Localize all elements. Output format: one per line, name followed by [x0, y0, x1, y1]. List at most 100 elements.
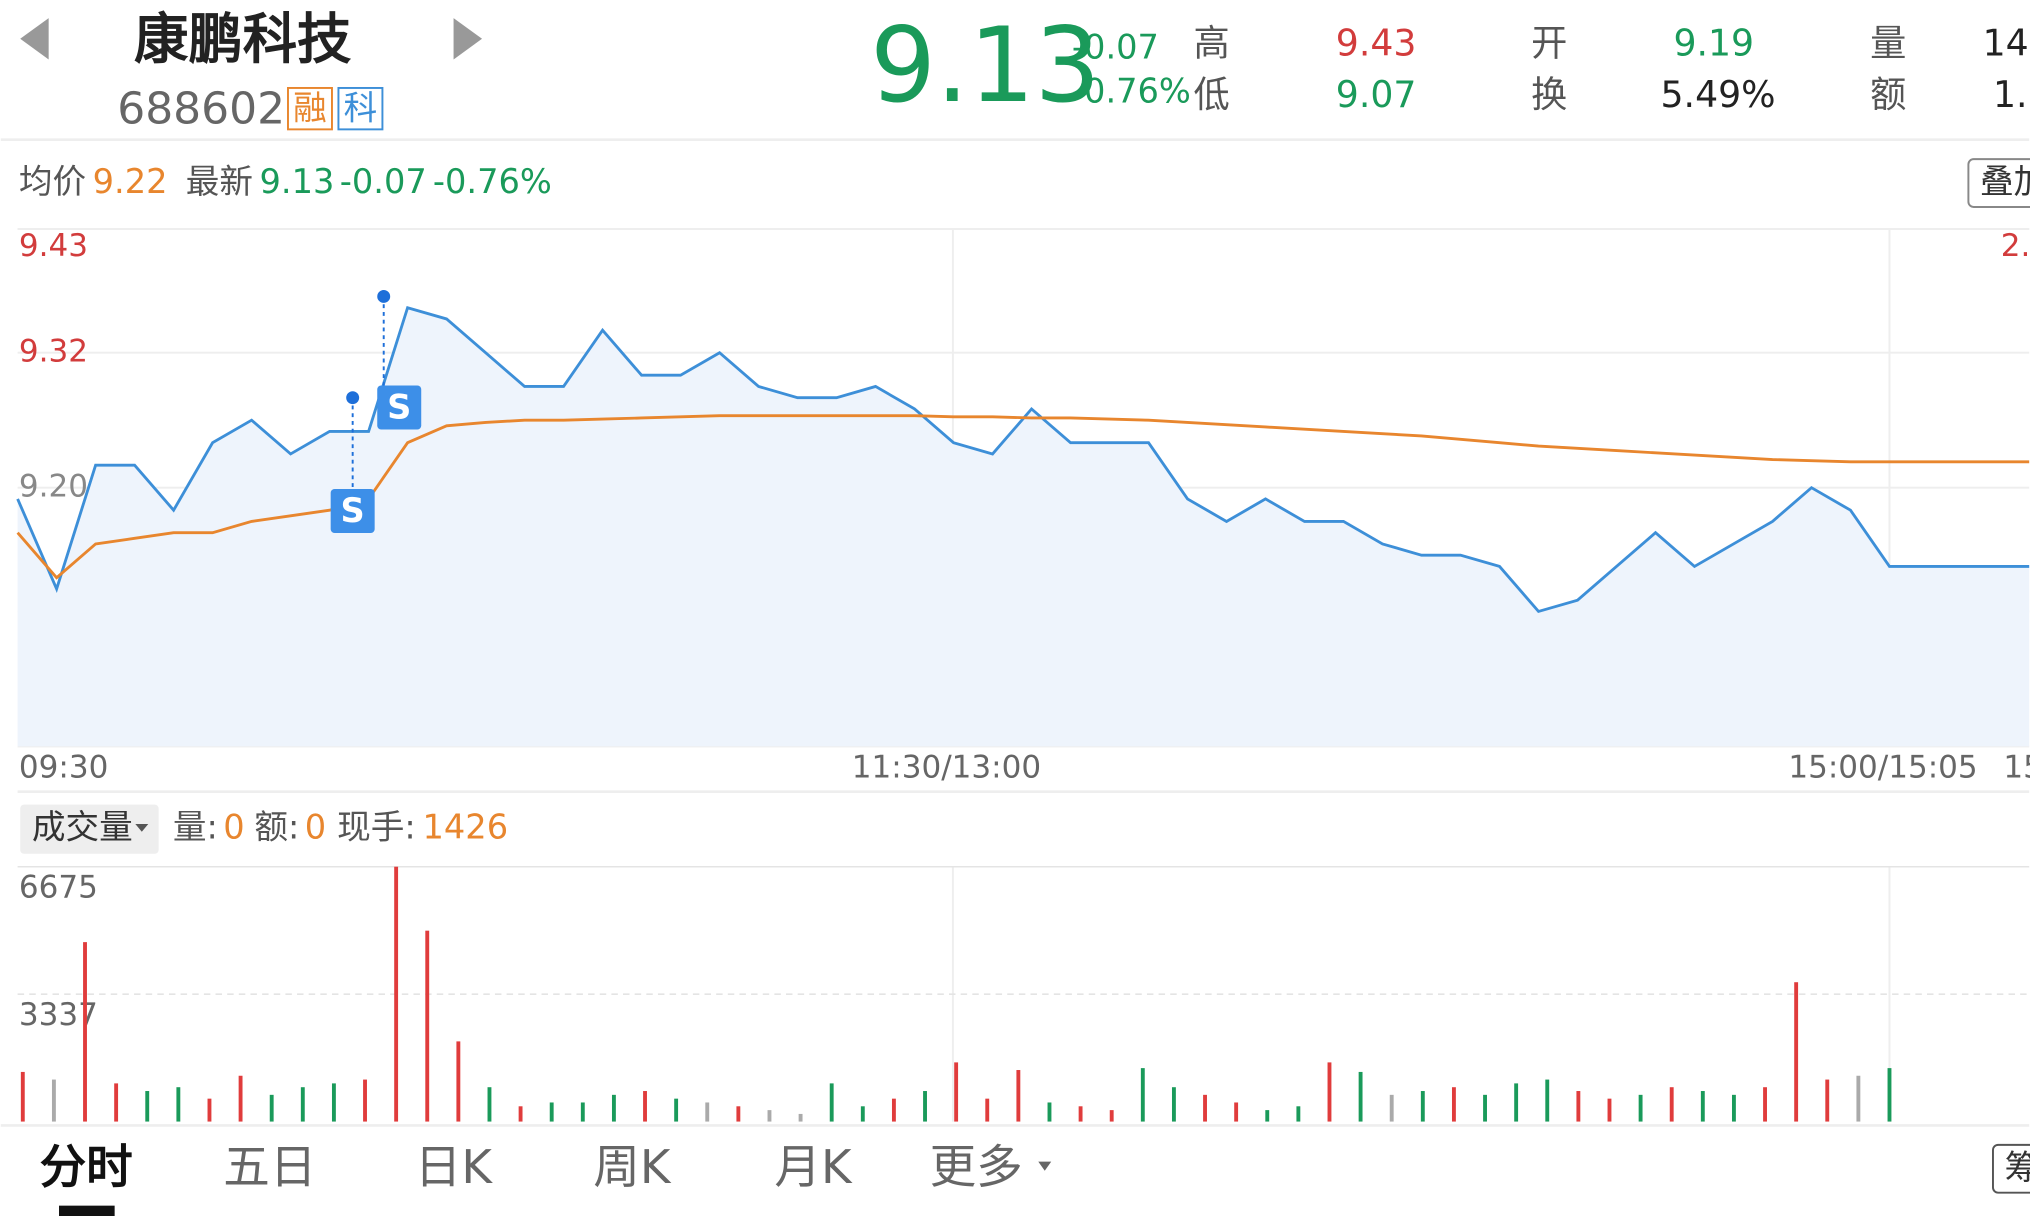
volume-bar	[643, 1091, 647, 1122]
badge-box	[287, 86, 333, 131]
price-line	[16, 305, 2030, 614]
price-area	[17, 307, 2030, 747]
y-tick-label: 6675	[19, 870, 98, 906]
tab[interactable]: 日K	[415, 1140, 494, 1194]
change-pct: -0.76%	[1072, 72, 1191, 111]
volume-bar	[518, 1106, 523, 1122]
dropdown-caret	[1038, 1161, 1052, 1171]
volume-bar	[1887, 1068, 1892, 1122]
volume-bar	[51, 1079, 56, 1122]
volume-bar	[705, 1102, 710, 1122]
volume-bar	[1327, 1062, 1332, 1122]
y2-tick-label: 2.	[2001, 228, 2030, 264]
annotation-dot	[346, 391, 360, 405]
volume-bar	[1545, 1079, 1550, 1122]
field-label: 现手:	[337, 808, 416, 847]
avg-value: 9.22	[93, 162, 168, 201]
volume-bar	[363, 1079, 367, 1122]
stock-code: 688602	[117, 83, 285, 134]
stat-label: 高	[1194, 21, 1230, 64]
volume-selector[interactable]	[20, 804, 159, 854]
badge: 融	[293, 88, 327, 127]
stats: 高 9.43 低 9.07 开 9.19 换 5.49% 量 14 额 1.3	[1194, 21, 2030, 116]
volume-bar	[954, 1062, 959, 1122]
volume-bar	[1234, 1102, 1239, 1122]
volume-bar	[114, 1083, 119, 1122]
tabs: 分时 五日 日K 周K 月K 更多	[40, 1140, 1023, 1194]
volume-bar	[1389, 1094, 1394, 1122]
stat-value: 5.49%	[1661, 73, 1776, 116]
volume-fields: 量: 0 额: 0 现手: 1426	[173, 808, 508, 847]
volume-bar	[207, 1098, 212, 1122]
tab[interactable]: 分时	[40, 1140, 133, 1194]
volume-bar	[798, 1113, 803, 1122]
volume-bar	[1358, 1071, 1363, 1122]
side-button[interactable]	[1992, 1143, 2030, 1194]
x-tick-label: 09:30	[19, 749, 108, 785]
next-arrow[interactable]	[453, 18, 483, 60]
field-value: 0	[223, 808, 244, 847]
volume-bar	[860, 1106, 865, 1122]
volume-bar	[1638, 1094, 1643, 1122]
volume-bar	[20, 1071, 25, 1122]
x-tick-label: 15	[2003, 749, 2030, 785]
x-tick-label: 15:00/15:05	[1788, 749, 1977, 785]
volume-bar	[1763, 1087, 1767, 1122]
volume-bar	[829, 1083, 834, 1122]
volume-bar	[1607, 1098, 1612, 1122]
volume-bar	[549, 1102, 554, 1122]
stat-value: 9.43	[1336, 21, 1417, 64]
stock-name: 康鹏科技	[134, 8, 352, 71]
overlay-label: 叠加	[1980, 162, 2030, 201]
stat-value: 9.19	[1673, 21, 1754, 64]
y-tick-label: 9.43	[19, 228, 88, 264]
volume-bar	[1265, 1110, 1270, 1122]
volume-bar	[674, 1098, 679, 1122]
stat-label: 低	[1194, 73, 1230, 116]
volume-bar	[269, 1094, 274, 1122]
field-label: 额:	[254, 808, 299, 847]
volume-bar	[1514, 1083, 1519, 1122]
volume-bar	[1794, 982, 1799, 1122]
latest-pct: -0.76%	[433, 162, 552, 201]
volume-bar	[83, 942, 87, 1122]
field-label: 量:	[173, 808, 218, 847]
annotation-text: S	[387, 387, 411, 426]
volume-bar	[923, 1091, 927, 1122]
annotation-text: S	[341, 491, 365, 530]
latest-change: -0.07	[340, 162, 427, 201]
tab[interactable]: 月K	[774, 1140, 853, 1194]
stat-value: 1.3	[1993, 73, 2030, 116]
field-value: 1426	[423, 808, 509, 847]
x-tick-label: 11:30/13:00	[852, 749, 1041, 785]
annotation-dot	[377, 289, 391, 303]
volume-bar	[1856, 1075, 1861, 1122]
tab[interactable]: 五日	[223, 1140, 316, 1194]
volume-bar	[1296, 1106, 1301, 1122]
volume-bar	[767, 1110, 772, 1122]
tab[interactable]: 周K	[593, 1140, 672, 1194]
volume-bar	[1669, 1087, 1674, 1122]
volume-bar	[736, 1106, 741, 1122]
volume-bar	[1078, 1106, 1083, 1122]
price: 9.13	[870, 6, 1100, 126]
volume-bar	[1203, 1094, 1207, 1122]
volume-bar	[487, 1087, 492, 1122]
volume-bar	[1451, 1087, 1456, 1122]
avg-label: 均价	[19, 162, 86, 201]
volume-bar	[300, 1087, 305, 1122]
volume-bar	[394, 866, 399, 1122]
volume-bar	[1016, 1070, 1021, 1122]
volume-bar	[891, 1098, 896, 1122]
tab-underline	[59, 1205, 115, 1216]
overlay-button[interactable]	[1967, 158, 2030, 208]
annotation-box	[377, 385, 422, 430]
volume-bar	[238, 1075, 243, 1122]
stat-label: 开	[1531, 21, 1567, 64]
badge-box	[337, 86, 384, 131]
field-value: 0	[305, 808, 326, 847]
volume-bar	[331, 1083, 336, 1122]
tab[interactable]: 更多	[930, 1140, 1023, 1194]
prev-arrow[interactable]	[20, 18, 49, 60]
volume-bar	[611, 1094, 616, 1122]
